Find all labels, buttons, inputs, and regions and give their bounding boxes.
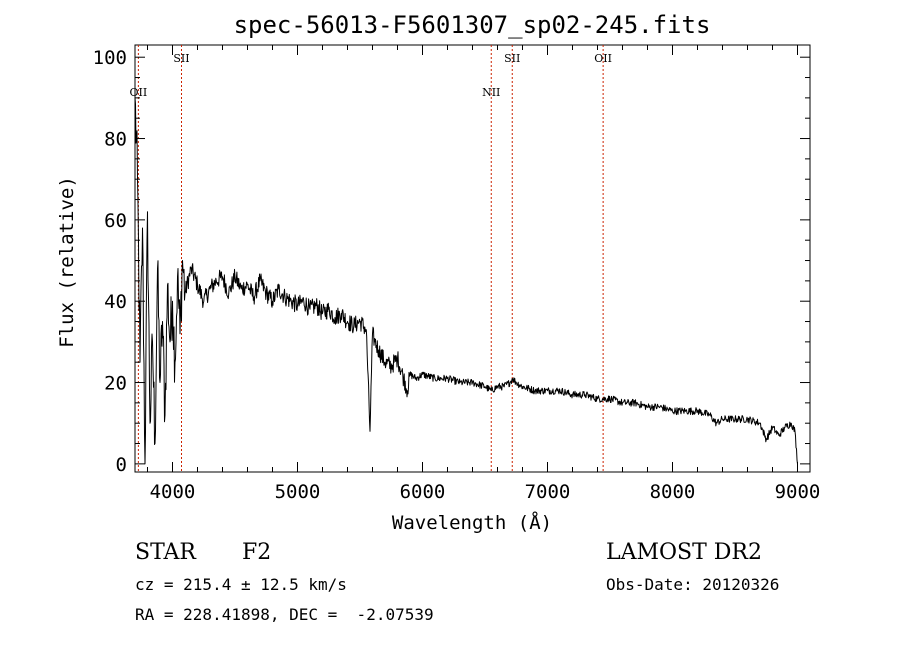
spectrum-chart: spec-56013-F5601307_sp02-245.fits OII SII… — [56, 11, 821, 534]
x-axis-ticks: 4000 5000 6000 7000 8000 9000 — [147, 45, 821, 503]
spectral-line-label-1: SII — [173, 52, 189, 65]
survey-name: LAMOST DR2 — [606, 540, 762, 565]
x-tick-label-2: 6000 — [400, 481, 446, 503]
spectral-line-label-3: SII — [504, 52, 520, 65]
y-tick-label-5: 100 — [93, 47, 127, 69]
spectral-line-label-2: NII — [482, 86, 500, 99]
y-axis-ticks: 0 20 40 60 80 100 — [93, 47, 810, 476]
redshift-line: cz = 215.4 ± 12.5 km/s — [135, 575, 347, 594]
object-class: STAR — [135, 540, 196, 565]
x-tick-label-0: 4000 — [150, 481, 196, 503]
y-tick-label-4: 80 — [104, 129, 127, 151]
chart-title: spec-56013-F5601307_sp02-245.fits — [234, 11, 711, 39]
y-tick-label-0: 0 — [116, 454, 127, 476]
plot-frame — [134, 44, 811, 473]
spectral-line-label-4: OII — [594, 52, 612, 65]
x-tick-label-4: 8000 — [650, 481, 696, 503]
coordinates-line: RA = 228.41898, DEC = -2.07539 — [135, 605, 434, 624]
y-tick-label-2: 40 — [104, 291, 127, 313]
y-axis-label: Flux (relative) — [56, 176, 78, 348]
x-tick-label-3: 7000 — [525, 481, 571, 503]
series-layer — [134, 97, 798, 465]
spectral-line-label-0: OII — [130, 86, 148, 99]
spectrum-line — [134, 97, 798, 465]
y-tick-label-1: 20 — [104, 373, 127, 395]
subclass: F2 — [242, 540, 272, 565]
y-tick-label-3: 60 — [104, 210, 127, 232]
x-tick-label-1: 5000 — [275, 481, 321, 503]
obs-date: Obs-Date: 20120326 — [606, 575, 780, 594]
x-axis-label: Wavelength (Å) — [392, 511, 552, 534]
x-tick-label-5: 9000 — [775, 481, 821, 503]
